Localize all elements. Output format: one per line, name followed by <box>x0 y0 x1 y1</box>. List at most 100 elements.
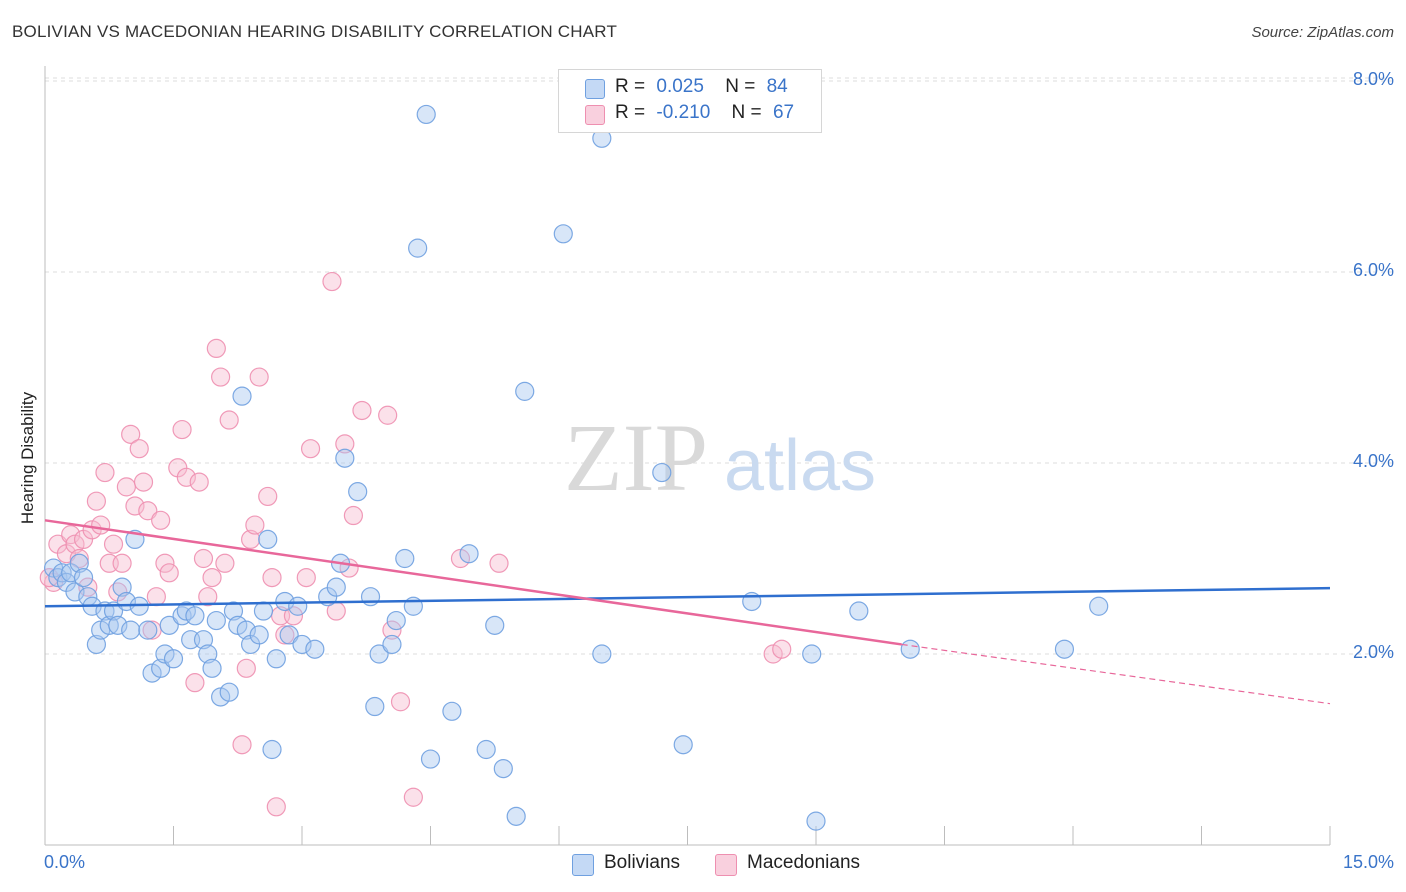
macedonians-point <box>403 787 423 807</box>
bolivians-point <box>86 634 107 655</box>
bolivians-point <box>223 601 244 621</box>
bolivians-point <box>326 577 346 597</box>
bolivians-point <box>219 682 239 702</box>
bolivians-point <box>163 649 184 669</box>
bolivians-point <box>1089 596 1109 616</box>
macedonians-point <box>133 472 154 492</box>
macedonians-point <box>202 567 222 588</box>
macedonians-trend-extension <box>901 643 1331 705</box>
series-legend: Bolivians Macedonians <box>0 852 1406 876</box>
bolivians-point <box>112 577 132 597</box>
y-tick-label: 4.0% <box>1352 451 1394 471</box>
macedonians-point <box>215 553 235 573</box>
macedonians-point <box>69 548 89 569</box>
bolivians-point <box>515 381 535 401</box>
watermark: ZIP atlas <box>564 404 876 511</box>
macedonians-point <box>382 620 402 640</box>
bolivians-point <box>253 601 274 621</box>
bolivians-point <box>386 610 406 631</box>
bolivians-point <box>232 386 252 406</box>
bolivians-point <box>652 462 672 483</box>
macedonians-point <box>198 587 218 607</box>
r-value: 0.025 <box>656 76 704 97</box>
bolivians-trend-line <box>44 586 1331 608</box>
macedonians-point <box>262 567 282 588</box>
legend-swatch-macedonians <box>585 105 605 125</box>
bolivians-point <box>151 658 171 678</box>
bolivians-point <box>193 630 214 650</box>
bolivians-point <box>442 701 462 721</box>
bolivians-point <box>65 582 85 602</box>
macedonians-point <box>489 553 509 573</box>
macedonians-point <box>283 606 304 626</box>
macedonians-point <box>121 424 141 444</box>
watermark-zip: ZIP <box>564 404 708 511</box>
macedonians-point <box>378 405 398 425</box>
bolivians-point <box>553 224 573 244</box>
bolivians-point <box>382 634 402 655</box>
axes <box>44 66 1331 846</box>
macedonians-point <box>193 548 214 569</box>
legend-swatch-bolivians <box>585 79 605 99</box>
bolivians-point <box>485 615 505 635</box>
bolivians-point <box>275 591 295 612</box>
macedonians-point <box>189 472 209 492</box>
macedonians-trend-line <box>44 519 902 646</box>
macedonians-point <box>151 510 171 530</box>
macedonians-point <box>219 410 239 430</box>
n-value: 67 <box>772 102 795 123</box>
bolivians-point <box>348 482 368 502</box>
bolivians-point <box>279 625 299 645</box>
macedonians-point <box>172 419 192 440</box>
n-label: N = <box>731 102 762 123</box>
n-value: 84 <box>766 76 788 97</box>
bolivians-point <box>369 644 389 664</box>
n-label: N = <box>725 76 756 97</box>
legend-swatch-bolivians <box>572 854 594 876</box>
bolivians-point <box>802 644 822 664</box>
macedonians-point <box>335 434 355 454</box>
macedonians-points <box>39 271 792 817</box>
bolivians-point <box>206 610 226 631</box>
bolivians-point <box>249 625 269 645</box>
macedonians-point <box>352 400 372 421</box>
r-value: -0.210 <box>656 102 711 123</box>
macedonians-point <box>390 692 411 712</box>
bolivians-point <box>360 587 381 607</box>
bolivians-point <box>258 529 278 550</box>
bolivians-point <box>365 696 385 717</box>
bolivians-point <box>1054 639 1075 659</box>
r-label: R = <box>615 76 646 97</box>
chart-title: BOLIVIAN VS MACEDONIAN HEARING DISABILIT… <box>12 22 618 41</box>
correlation-legend: R = 0.025 N = 84 R = -0.210 N = 67 <box>558 69 822 133</box>
macedonians-point <box>206 338 226 358</box>
bolivians-point <box>506 806 526 826</box>
bolivians-point <box>900 639 920 659</box>
bolivians-point <box>493 758 513 779</box>
macedonians-point <box>138 501 158 521</box>
macedonians-point <box>343 505 363 526</box>
macedonians-point <box>116 477 136 497</box>
macedonians-point <box>266 797 286 817</box>
r-label: R = <box>615 102 646 123</box>
bolivians-point <box>73 567 94 588</box>
bolivians-point <box>121 620 141 640</box>
macedonians-point <box>125 496 145 516</box>
legend-label-bolivians: Bolivians <box>604 852 681 873</box>
bolivians-point <box>138 620 158 640</box>
y-tick-label: 2.0% <box>1352 642 1394 662</box>
bolivians-point <box>806 811 826 831</box>
bolivians-point <box>849 601 869 621</box>
source-label: Source: ZipAtlas.com <box>1251 24 1394 41</box>
bolivians-point <box>673 735 693 755</box>
grid-lines <box>45 77 1392 655</box>
bolivians-point <box>305 639 325 659</box>
macedonians-point <box>245 515 265 535</box>
macedonians-point <box>103 534 124 554</box>
bolivians-point <box>262 739 282 760</box>
bolivians-point <box>420 749 441 769</box>
x-axis-min-label: 0.0% <box>44 852 86 872</box>
macedonians-point <box>232 735 252 755</box>
bolivians-point <box>395 548 415 569</box>
